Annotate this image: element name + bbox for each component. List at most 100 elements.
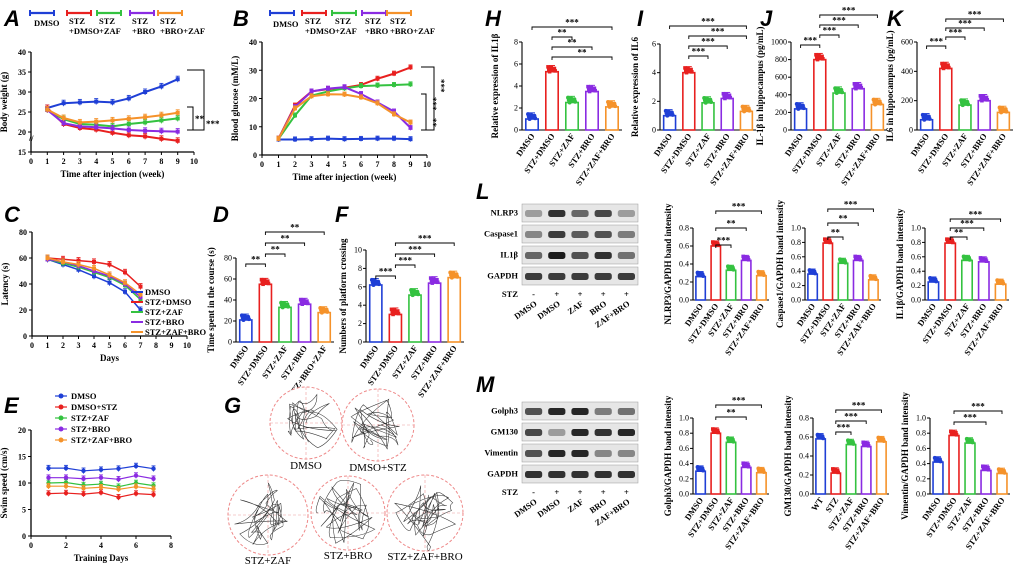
legend-label: +ZAF [99,26,121,36]
data-point [92,259,96,264]
data-dot [813,271,818,276]
bar [939,67,953,131]
y-axis-label: Caspase1/GAPDH band intensity [775,199,785,328]
bar [584,90,599,131]
data-dot [687,69,691,73]
data-dot [927,116,932,121]
data-point [159,118,164,123]
y-axis-label: IL6 in hippocampus (pg/mL) [885,30,895,141]
data-dot [689,67,693,72]
legend-label: DMSO [71,391,97,401]
sig-bracket [715,210,762,214]
data-dot [550,68,554,72]
y-axis-label: Relative expression of IL1β [490,33,500,138]
y-tick-label: 80 [19,228,27,237]
sig-label: *** [963,413,977,423]
data-point [61,116,66,120]
y-tick-label: 0.8 [916,429,926,438]
data-dot [827,238,832,243]
bar [739,110,754,131]
bar [837,262,849,301]
data-point [63,465,69,471]
data-dot [731,439,736,444]
bar [710,432,722,495]
blot-band [548,273,566,280]
data-dot [970,440,975,445]
sig-bracket [688,55,709,59]
sig-bracket [245,263,266,267]
data-point [126,122,131,126]
y-tick-label: 1.0 [791,224,801,233]
data-dot [319,310,324,315]
y-tick-label: 2 [514,104,518,113]
legend-label: +BRO [132,26,156,36]
bar [238,319,253,343]
bar [427,282,442,343]
sig-bracket [800,44,821,48]
bar [524,118,539,131]
data-dot [246,317,251,322]
y-tick-label: 0 [228,338,232,347]
y-tick-label: 20 [18,426,26,435]
data-dot [835,468,840,473]
bar [867,279,879,301]
bar [278,306,292,343]
data-point [375,83,380,88]
sig-bracket [715,244,732,248]
blot-band [594,408,612,415]
y-tick-label: 8 [514,38,518,47]
data-dot [854,86,858,91]
sig-label: *** [701,37,715,47]
data-point [326,136,330,141]
data-dot [300,302,305,306]
y-tick-label: 0 [783,126,787,135]
data-point [138,292,143,297]
blot-band [571,231,589,238]
sig-label: *** [823,26,837,36]
sig-bracket [926,45,947,49]
data-point [138,284,143,289]
blot-band [617,273,635,280]
y-axis-label: IL-1β in hippocampus (pg/mL) [755,26,765,145]
x-tick-label: 6 [127,157,131,166]
data-dot [949,431,954,436]
data-point [77,124,82,129]
y-tick-label: 4 [652,68,656,77]
data-dot [741,463,746,468]
y-tick-label: 1.0 [679,414,689,423]
maze-caption: STZ+BRO [324,550,372,562]
data-dot [389,307,394,312]
data-point [126,116,131,121]
y-tick-label: 0.6 [911,252,921,261]
data-point [143,90,148,94]
data-point [123,270,127,275]
data-dot [302,300,307,305]
sig-bracket [688,35,747,39]
x-tick-label: 5 [108,341,112,350]
data-dot [945,239,950,243]
y-tick-label: 0.2 [916,474,926,483]
data-point [143,120,148,125]
x-tick-label: 10 [423,160,431,169]
y-tick-label: 60 [19,254,27,263]
data-dot [392,308,397,312]
data-dot [715,428,720,433]
sig-label: *** [968,10,982,20]
data-dot [831,469,836,473]
data-dot [830,467,835,471]
data-dot [241,317,246,322]
lane-label: DMSO [512,298,539,321]
data-dot [716,430,721,435]
data-dot [821,436,826,441]
bar [996,111,1011,131]
data-dot [834,469,838,474]
y-tick-label: 6 [652,40,656,49]
bar [710,245,722,301]
sig-bracket [688,45,728,49]
sig-bracket [394,253,436,257]
data-dot [952,432,956,436]
data-dot [982,258,986,263]
blot-band [525,273,543,280]
